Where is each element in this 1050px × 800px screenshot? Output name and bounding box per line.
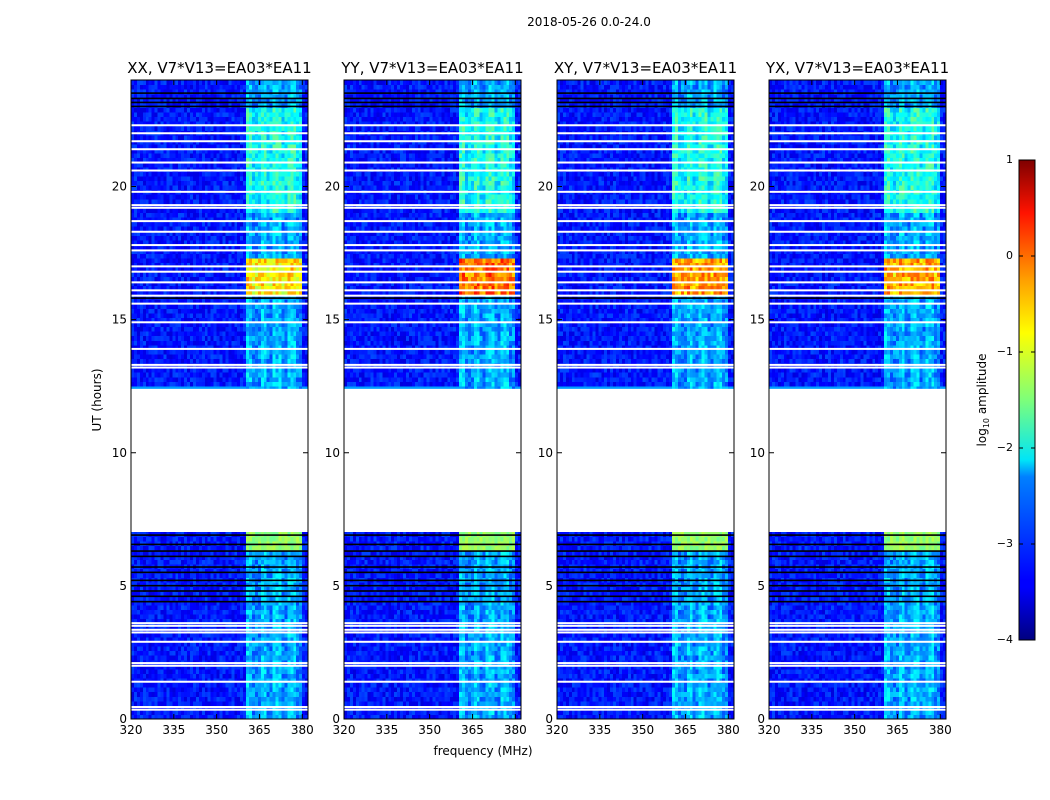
panel-1-title: YY, V7*V13=EA03*EA11 — [340, 59, 523, 77]
panel-1: YY, V7*V13=EA03*EA11 320 335 350 365 380 0 5 10 1… — [325, 59, 527, 737]
colorbar-tick-3: −2 — [997, 441, 1013, 454]
panel-3-title: YX, V7*V13=EA03*EA11 — [765, 59, 949, 77]
panel-3-xtick-2: 350 — [843, 723, 866, 737]
panel-1-xtick-1: 335 — [375, 723, 398, 737]
panel-3-xtick-1: 335 — [800, 723, 823, 737]
colorbar-tick-5: −4 — [997, 633, 1013, 646]
panel-2-ytick-3: 15 — [538, 313, 553, 327]
y-axis-label: UT (hours) — [90, 368, 104, 431]
panel-3-ytick-1: 5 — [757, 579, 765, 593]
panel-2-xtick-2: 350 — [631, 723, 654, 737]
panel-3-frame — [768, 79, 947, 720]
panel-1-ytick-3: 15 — [325, 313, 340, 327]
panel-0-xtick-0: 320 — [120, 723, 143, 737]
colorbar-tick-4: −3 — [997, 537, 1013, 550]
colorbar-label: log10 amplitude — [975, 354, 991, 447]
panel-2-frame — [556, 79, 735, 720]
panel-0-ytick-3: 15 — [112, 313, 127, 327]
panel-3-xtick-0: 320 — [758, 723, 781, 737]
panel-1-ytick-2: 10 — [325, 446, 340, 460]
spectrogram-panels: XX, V7*V13=EA03*EA11 320 335 350 365 380 0 5 10 1… — [112, 59, 952, 737]
colorbar-tick-0: 1 — [1006, 153, 1013, 166]
panel-2-xtick-4: 380 — [717, 723, 740, 737]
panel-1-xtick-3: 365 — [461, 723, 484, 737]
panel-3-ytick-0: 0 — [757, 712, 765, 726]
colorbar: 10−1−2−3−4 log10 amplitude — [975, 153, 1036, 646]
panel-1-xtick-0: 320 — [333, 723, 356, 737]
colorbar-label-log: log — [975, 428, 989, 446]
panel-0-title: XX, V7*V13=EA03*EA11 — [127, 59, 311, 77]
panel-3-xtick-3: 365 — [886, 723, 909, 737]
panel-3-ytick-3: 15 — [750, 313, 765, 327]
panel-0-frame — [130, 79, 309, 720]
figure-suptitle: 2018-05-26 0.0-24.0 — [527, 15, 651, 29]
panel-2-ytick-2: 10 — [538, 446, 553, 460]
panel-2-xtick-0: 320 — [546, 723, 569, 737]
colorbar-label-subscript: 10 — [982, 418, 991, 428]
panel-1-ytick-4: 20 — [325, 180, 340, 194]
panel-1-frame — [343, 79, 522, 720]
panel-0-xtick-1: 335 — [162, 723, 185, 737]
panel-3-ytick-4: 20 — [750, 180, 765, 194]
panel-0-xtick-4: 380 — [291, 723, 314, 737]
panel-2-ytick-0: 0 — [545, 712, 553, 726]
panel-2-ytick-1: 5 — [545, 579, 553, 593]
panel-0-xtick-3: 365 — [248, 723, 271, 737]
panel-0: XX, V7*V13=EA03*EA11 320 335 350 365 380 0 5 10 1… — [112, 59, 314, 737]
x-axis-label: frequency (MHz) — [433, 744, 532, 758]
panel-3: YX, V7*V13=EA03*EA11 320 335 350 365 380 0 5 10 1… — [750, 59, 952, 737]
colorbar-gradient — [1018, 159, 1036, 641]
panel-1-heatmap — [344, 80, 522, 720]
panel-0-xtick-2: 350 — [205, 723, 228, 737]
panel-3-xtick-4: 380 — [929, 723, 952, 737]
panel-3-ytick-2: 10 — [750, 446, 765, 460]
panel-1-ytick-1: 5 — [332, 579, 340, 593]
panel-0-ytick-0: 0 — [119, 712, 127, 726]
panel-2-title: XY, V7*V13=EA03*EA11 — [554, 59, 737, 77]
panel-1-xtick-4: 380 — [504, 723, 527, 737]
panel-3-heatmap — [769, 80, 947, 720]
panel-2-xtick-1: 335 — [588, 723, 611, 737]
colorbar-tick-2: −1 — [997, 345, 1013, 358]
panel-0-ytick-2: 10 — [112, 446, 127, 460]
panel-1-xtick-2: 350 — [418, 723, 441, 737]
panel-2-xtick-3: 365 — [674, 723, 697, 737]
panel-1-ytick-0: 0 — [332, 712, 340, 726]
colorbar-label-amplitude: amplitude — [975, 354, 989, 418]
panel-2: XY, V7*V13=EA03*EA11 320 335 350 365 380 0 5 10 1… — [538, 59, 740, 737]
panel-0-heatmap — [131, 80, 309, 720]
panel-0-ytick-1: 5 — [119, 579, 127, 593]
colorbar-tick-1: 0 — [1006, 249, 1013, 262]
panel-0-ytick-4: 20 — [112, 180, 127, 194]
panel-2-ytick-4: 20 — [538, 180, 553, 194]
